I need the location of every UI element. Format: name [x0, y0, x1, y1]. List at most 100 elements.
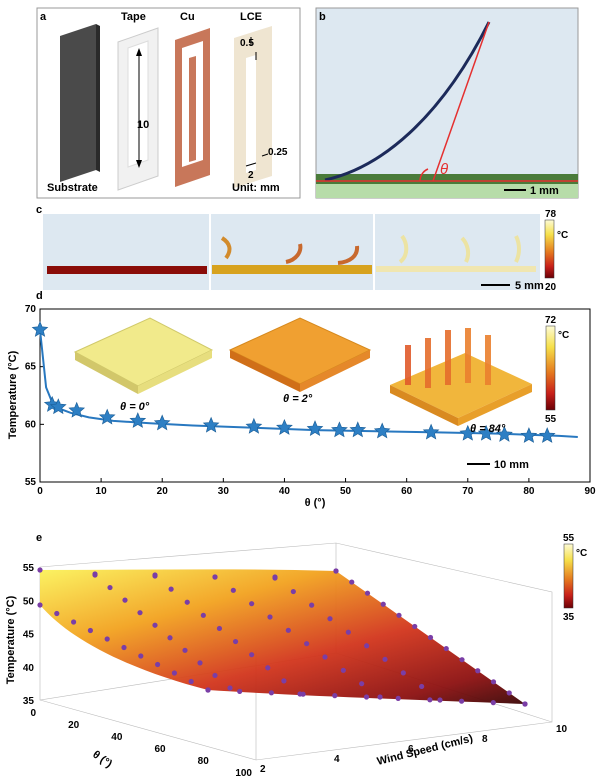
panel-e-data-point — [216, 625, 223, 632]
panel-e-wind-tick: 2 — [260, 764, 266, 775]
panel-e-data-point — [92, 571, 98, 577]
panel-e-data-point — [122, 597, 128, 603]
panel-d-data-point — [331, 421, 348, 438]
panel-d-letter: d — [36, 290, 43, 302]
panel-e-wind-tick: 10 — [556, 724, 568, 735]
cu-label: Cu — [180, 11, 195, 23]
panel-e-wind-label: Wind Speed (cm/s) — [376, 732, 475, 768]
actuator-curve — [324, 21, 491, 182]
unit-label: Unit: mm — [232, 182, 280, 194]
panel-c-colorbar-min: 20 — [545, 282, 557, 293]
panel-e-data-point — [427, 697, 433, 703]
panel-d-data-point — [477, 424, 495, 441]
panel-d-data-point — [306, 420, 324, 437]
panel-e-data-point — [184, 599, 190, 605]
panel-d-data-point — [49, 398, 67, 415]
inset-theta-2 — [228, 317, 372, 392]
panel-e-data-point — [290, 588, 296, 595]
panel-e-data-point — [232, 638, 239, 645]
panel-e-data-point — [506, 690, 512, 696]
panel-e-surface — [40, 569, 525, 704]
panel-e-data-point — [182, 647, 188, 653]
lce-illustration — [234, 26, 272, 188]
panel-e-data-point — [322, 654, 328, 660]
panel-e-data-point — [345, 629, 351, 635]
panel-e-data-point — [363, 694, 370, 700]
panel-e-data-point — [87, 627, 93, 634]
panel-d-data-point — [373, 422, 391, 439]
panel-e-data-point — [267, 614, 273, 620]
panel-e-data-point — [272, 574, 278, 580]
panel-d-xtick-label: 60 — [401, 486, 413, 497]
panel-e-data-point — [249, 601, 255, 607]
substrate-illustration — [60, 24, 100, 182]
panel-e-ztick-label: 55 — [23, 563, 35, 574]
panel-e-ztick-label: 40 — [23, 663, 35, 674]
panel-e-theta-tick: 20 — [68, 720, 80, 731]
panel-e-data-point — [197, 660, 203, 666]
panel-c-scale: 5 mm — [515, 280, 544, 292]
panel-e-data-point — [230, 587, 236, 593]
panel-e-theta-label: θ (°) — [90, 749, 114, 771]
panel-e-data-point — [205, 687, 211, 693]
panel-e-data-point — [359, 681, 365, 687]
panel-d-data-point — [31, 321, 49, 337]
panel-e-data-point — [249, 652, 255, 658]
panel-e-theta-tick: 0 — [30, 708, 36, 719]
panel-e-data-point — [167, 635, 173, 641]
panel-e-data-point — [304, 641, 310, 647]
panel-e-data-point — [200, 612, 206, 618]
angle-symbol: θ — [440, 161, 448, 178]
inset-theta-84 — [390, 328, 532, 426]
panel-e-data-point — [138, 653, 144, 659]
panel-d-scale: 10 mm — [494, 459, 529, 471]
panel-d-data-point — [496, 425, 513, 442]
panel-e-theta-tick: 60 — [154, 744, 166, 755]
panel-d-xlabel: θ (°) — [305, 497, 326, 509]
panel-e-colorbar-min: 35 — [563, 612, 575, 623]
panel-d-data-point — [349, 421, 367, 438]
panel-c-colorbar — [544, 219, 555, 279]
inset-theta-84-label: θ = 84° — [470, 423, 506, 435]
panel-e-data-point — [212, 672, 218, 679]
panel-c-colorbar-max: 78 — [545, 209, 557, 220]
panel-e-data-point — [268, 690, 274, 696]
panel-e-data-point — [212, 574, 218, 580]
panel-e-data-point — [490, 679, 497, 685]
panel-e-data-point — [522, 701, 528, 707]
panel-d-data-point — [68, 401, 86, 418]
panel-e-zlabel: Temperature (°C) — [5, 595, 17, 684]
inset-theta-2-label: θ = 2° — [283, 393, 313, 405]
panel-e-data-point — [188, 678, 194, 685]
panel-e-data-point — [327, 616, 333, 622]
copper-illustration — [175, 28, 210, 187]
panel-d-colorbar — [545, 325, 556, 411]
panel-d-ytick-label: 65 — [25, 362, 37, 373]
panel-d-colorbar-min: 55 — [545, 414, 557, 425]
panel-d-data-point — [153, 414, 171, 431]
panel-e-data-point — [171, 670, 177, 676]
panel-e-data-point — [490, 700, 496, 706]
angle-line — [432, 21, 490, 182]
panel-e-data-point — [380, 601, 386, 607]
panel-c-letter: c — [36, 204, 42, 216]
substrate-label: Substrate — [47, 182, 98, 194]
lce-label: LCE — [240, 11, 262, 23]
panel-d-ytick-label: 70 — [25, 304, 37, 315]
panel-e-data-point — [443, 645, 449, 652]
panel-e-data-point — [340, 667, 346, 673]
panel-d-xtick-label: 10 — [96, 486, 108, 497]
panel-d-ytick-label: 55 — [25, 477, 37, 488]
panel-e-data-point — [137, 610, 143, 616]
thickness-dim: 0.25 — [268, 147, 288, 158]
panel-e-theta-tick: 100 — [235, 768, 252, 779]
panel-d-xtick-label: 50 — [340, 486, 352, 497]
length-dim: 10 — [137, 119, 149, 131]
panel-e-data-point — [281, 678, 287, 684]
panel-e-data-point — [364, 643, 370, 649]
panel-e-data-point — [37, 567, 43, 573]
